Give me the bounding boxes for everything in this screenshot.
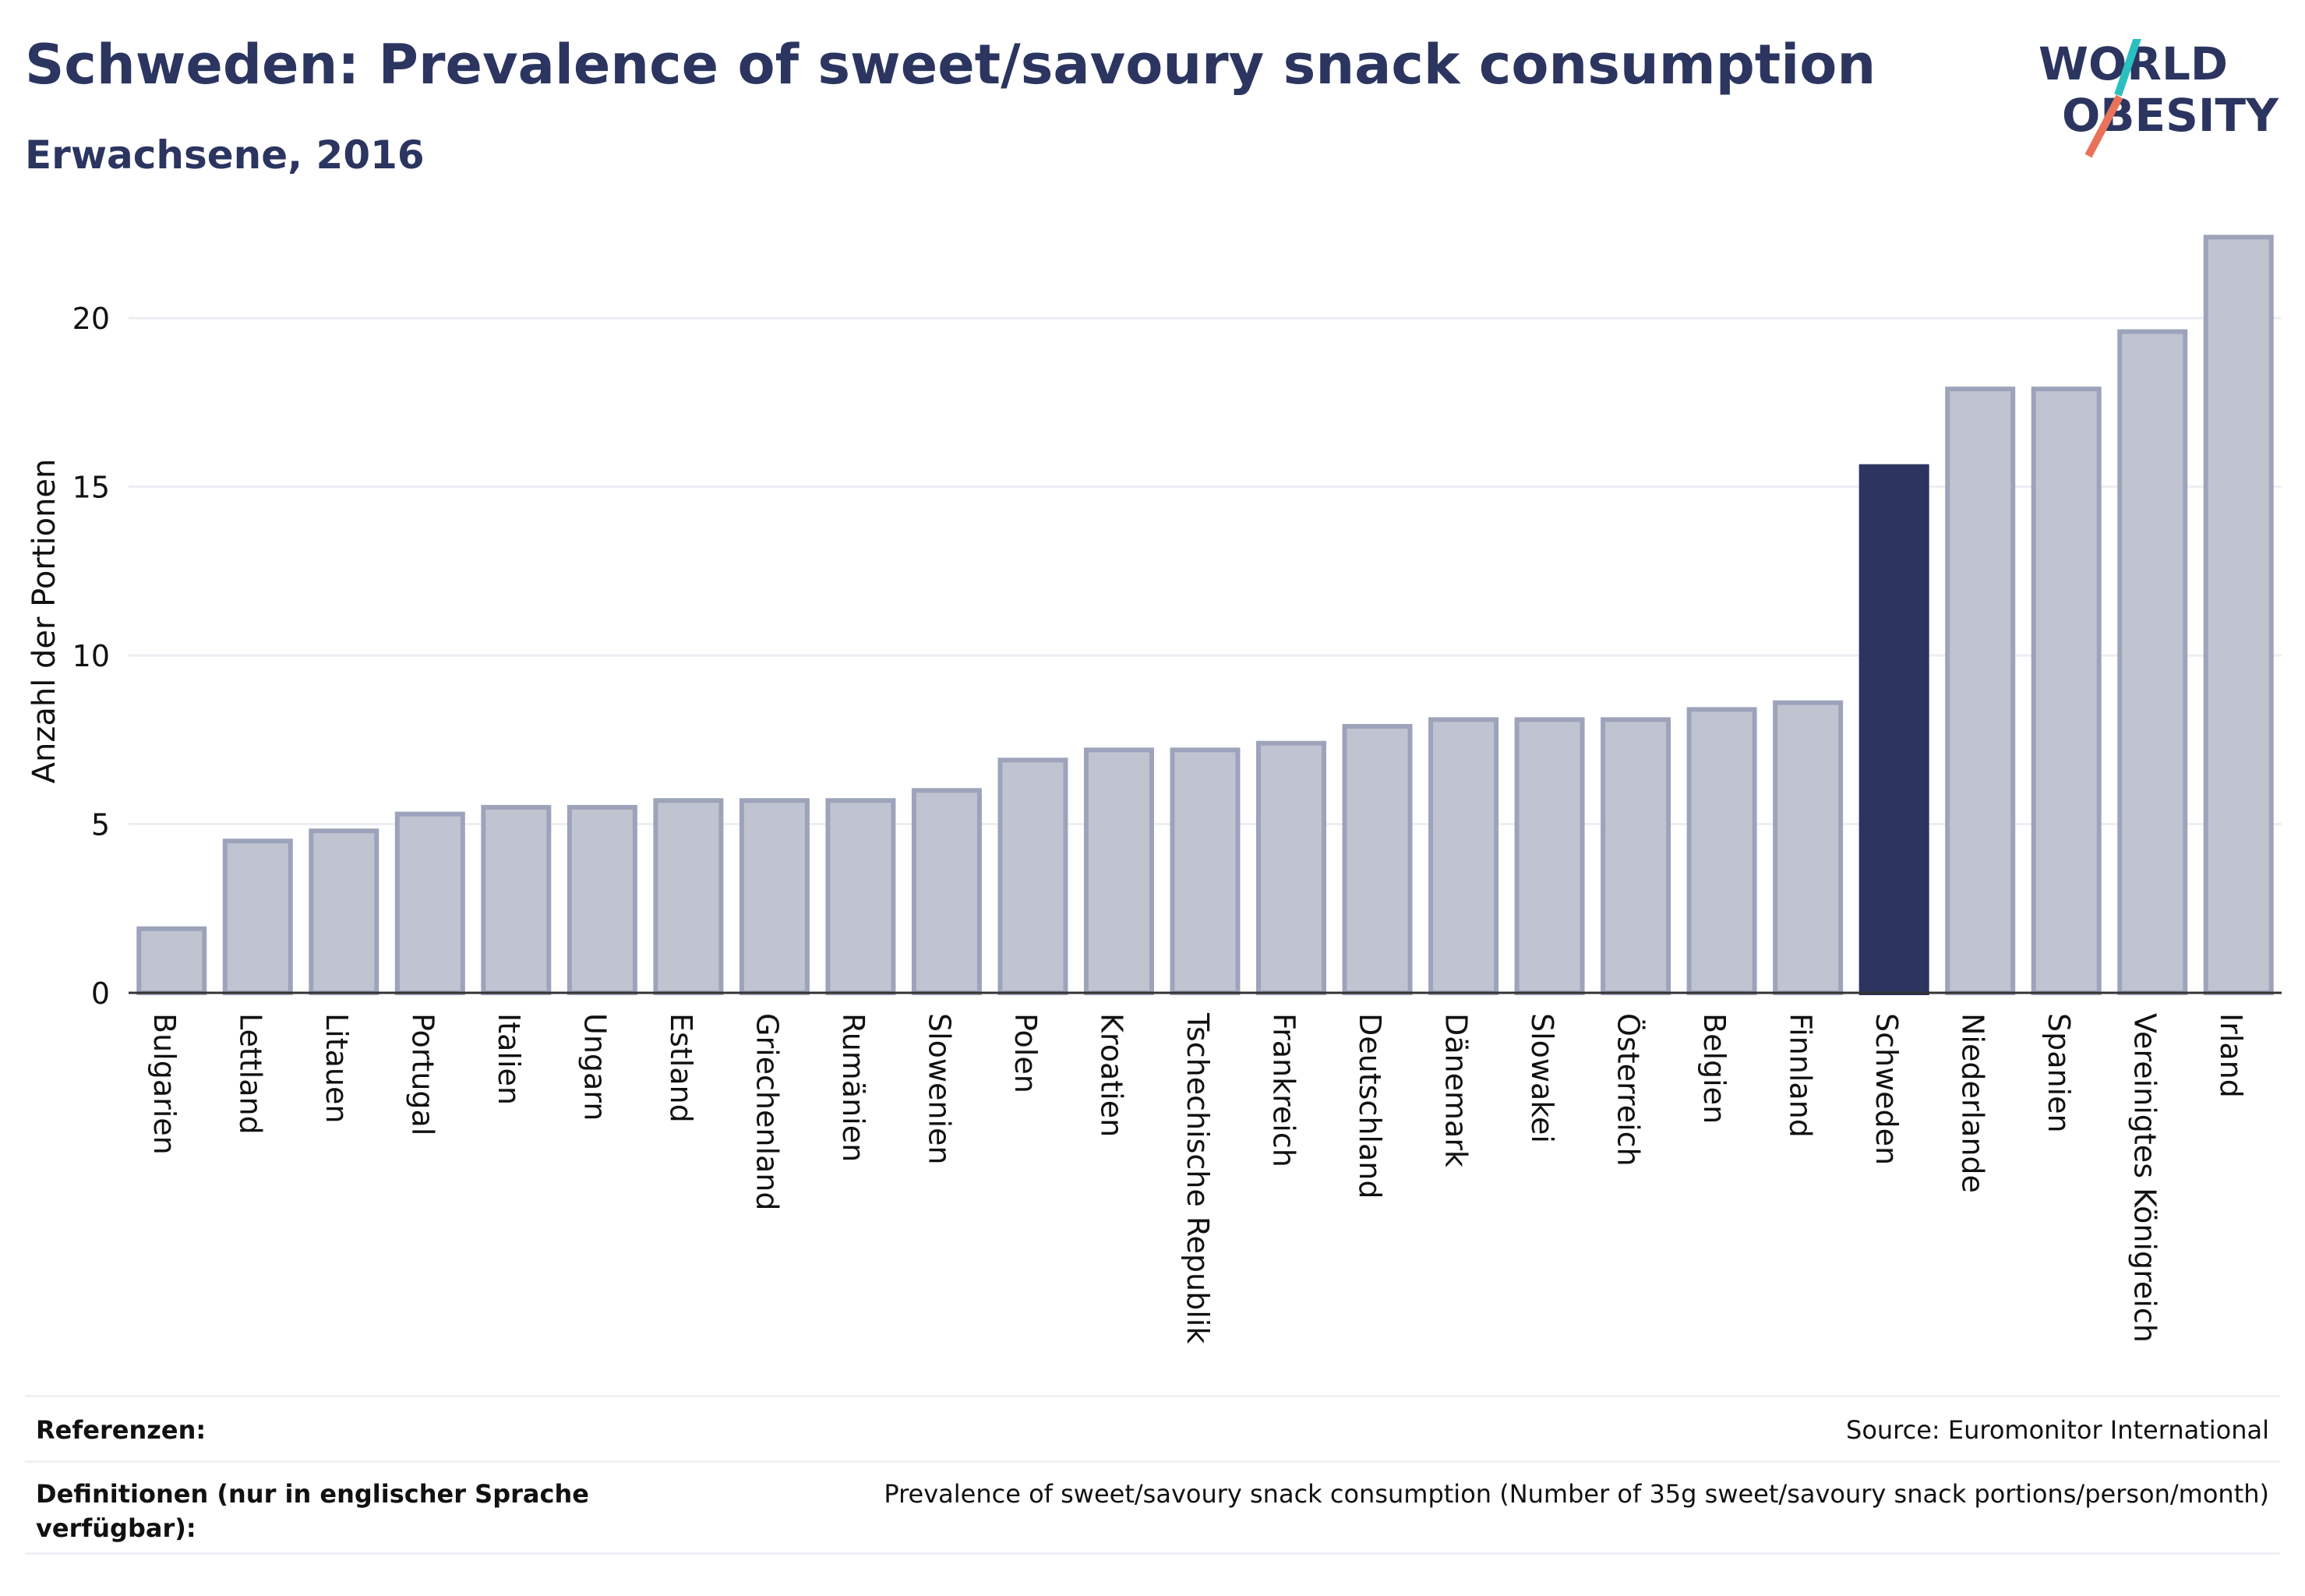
logo-slash-coral xyxy=(2084,94,2123,158)
bar-schweden xyxy=(1858,464,1929,995)
x-tick-label: Niederlande xyxy=(1956,1013,1990,1193)
x-tick-label: Spanien xyxy=(2042,1013,2076,1133)
axes: 0 5 10 15 20 Bulgarien Lettland Litauen Portugal… xyxy=(72,302,2282,1344)
x-tick-label: Lettland xyxy=(233,1013,267,1135)
bar-frankreich xyxy=(1256,740,1327,995)
bar-irland xyxy=(2203,235,2274,995)
x-tick-label: Österreich xyxy=(1611,1013,1646,1167)
x-tick-label: Schweden xyxy=(1869,1013,1904,1165)
x-tick-label: Portugal xyxy=(405,1013,439,1135)
x-tick-label: Slowenien xyxy=(922,1013,956,1165)
bar-chart: 0 5 10 15 20 Bulgarien Lettland Litauen Portugal… xyxy=(26,235,2282,1344)
bar-estland xyxy=(653,798,724,995)
bar-portugal xyxy=(394,811,465,995)
x-tick-label: Deutschland xyxy=(1353,1013,1387,1199)
references-label: Referenzen: xyxy=(36,1415,206,1445)
bar-polen xyxy=(997,757,1068,995)
bars xyxy=(136,235,2274,996)
bar-ungarn xyxy=(567,804,637,996)
bar-belgien xyxy=(1686,707,1757,996)
x-tick-label: Finnland xyxy=(1784,1013,1818,1138)
bar-spanien xyxy=(2031,387,2102,995)
x-tick-label: Frankreich xyxy=(1267,1013,1301,1167)
bar-kroatien xyxy=(1083,747,1154,995)
bar-lettland xyxy=(222,839,293,995)
bar-rumänien xyxy=(825,798,896,995)
bar-litauen xyxy=(309,828,379,996)
x-tick-label: Slowakei xyxy=(1525,1013,1559,1143)
x-tick-label: Tschechische Republik xyxy=(1181,1012,1215,1344)
x-tick-label: Kroatien xyxy=(1094,1013,1128,1137)
x-tick-label: Polen xyxy=(1008,1013,1043,1093)
bar-österreich xyxy=(1601,717,1671,995)
logo-slash-teal xyxy=(2114,39,2141,97)
definitions-row: Definitionen (nur in englischer Sprache … xyxy=(25,1460,2280,1555)
bar-griechenland xyxy=(739,798,810,995)
x-tick-label: Italien xyxy=(492,1013,526,1105)
bar-finnland xyxy=(1773,700,1844,996)
x-tick-label: Dänemark xyxy=(1439,1013,1474,1167)
bar-bulgarien xyxy=(136,926,207,995)
y-tick-label: 10 xyxy=(72,639,110,673)
bar-dänemark xyxy=(1428,717,1499,995)
x-tick-label: Vereinigtes Königreich xyxy=(2128,1013,2162,1343)
bar-tschechische-republik xyxy=(1170,747,1241,995)
definitions-label: Definitionen (nur in englischer Sprache … xyxy=(36,1479,589,1543)
x-tick-label: Litauen xyxy=(319,1013,354,1123)
bar-slowakei xyxy=(1514,717,1585,995)
x-tick-label: Rumänien xyxy=(836,1013,870,1162)
bar-italien xyxy=(481,804,552,996)
y-tick-label: 20 xyxy=(72,302,110,336)
references-row: Referenzen: Source: Euromonitor Internat… xyxy=(25,1395,2280,1463)
bar-niederlande xyxy=(1945,387,2016,995)
footer-divider xyxy=(25,1552,2280,1555)
x-tick-label: Griechenland xyxy=(750,1013,784,1211)
y-tick-label: 15 xyxy=(72,471,110,505)
y-tick-label: 5 xyxy=(91,808,110,842)
x-tick-label: Bulgarien xyxy=(147,1013,182,1155)
y-axis-label: Anzahl der Portionen xyxy=(26,459,62,784)
x-tick-label: Belgien xyxy=(1697,1013,1731,1124)
x-tick-label: Estland xyxy=(664,1013,698,1123)
definitions-value: Prevalence of sweet/savoury snack consum… xyxy=(884,1479,2269,1509)
bar-deutschland xyxy=(1342,724,1413,995)
bar-slowenien xyxy=(911,788,982,995)
references-value: Source: Euromonitor International xyxy=(1846,1415,2269,1445)
page-title: Schweden: Prevalence of sweet/savoury sn… xyxy=(25,33,1876,97)
x-tick-label: Ungarn xyxy=(577,1013,612,1121)
page-subtitle: Erwachsene, 2016 xyxy=(25,132,425,178)
world-obesity-logo: WORLD OBESITY xyxy=(2038,39,2279,158)
x-tick-label: Irland xyxy=(2214,1013,2248,1098)
y-tick-label: 0 xyxy=(91,976,110,1011)
bar-vereinigtes-königreich xyxy=(2117,329,2188,995)
